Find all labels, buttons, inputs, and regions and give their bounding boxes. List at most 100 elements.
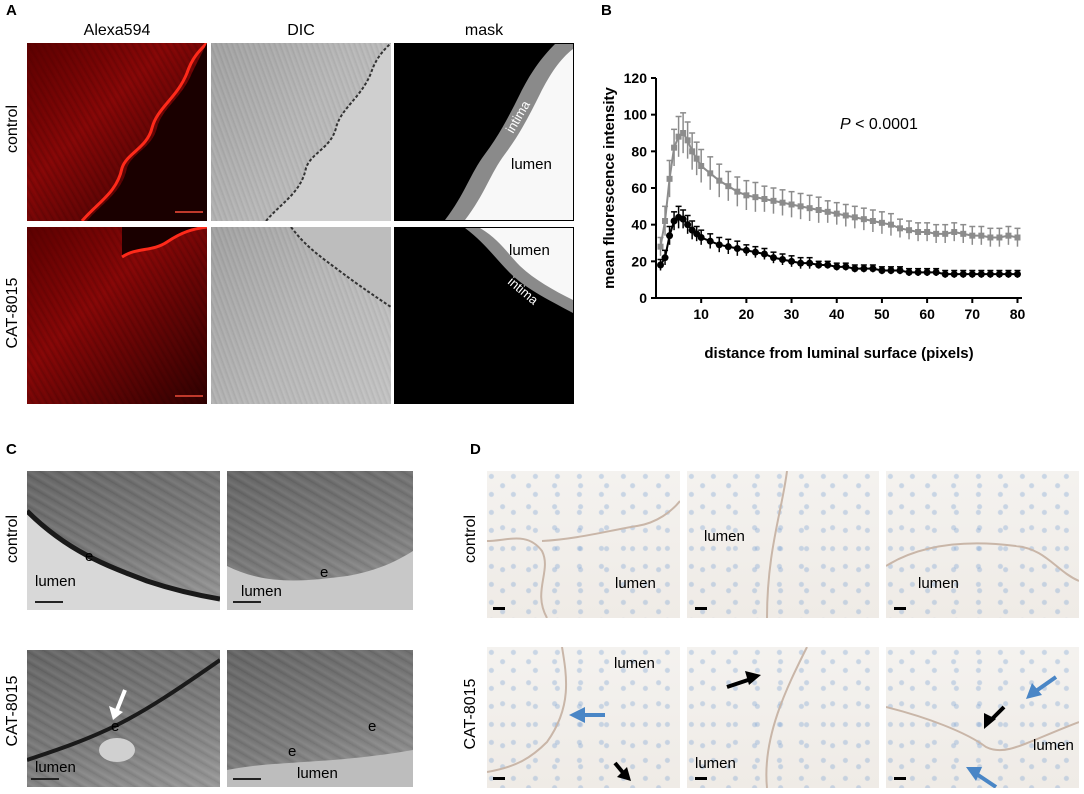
series-0-point-11 xyxy=(716,177,723,184)
col-title-dic: DIC xyxy=(287,22,315,39)
mask-lumen-label-bottom: lumen xyxy=(509,242,550,259)
em-control-2: e lumen xyxy=(227,471,413,610)
series-1-point-41 xyxy=(986,270,994,278)
ihc-lumen-label-4: lumen xyxy=(614,655,655,672)
x-axis-label: distance from luminal surface (pixels) xyxy=(704,345,973,362)
ihc-lumen-label-1: lumen xyxy=(615,575,656,592)
em-e-label-3: e xyxy=(111,718,120,735)
series-1-point-12 xyxy=(724,243,732,251)
series-1-point-37 xyxy=(950,270,958,278)
series-0-point-44 xyxy=(1014,234,1021,241)
em-e-label-5: e xyxy=(368,718,377,735)
x-tick-label-1: 20 xyxy=(739,306,755,322)
series-1-point-43 xyxy=(1004,270,1012,278)
series-0-point-7 xyxy=(689,148,696,155)
col-title-mask: mask xyxy=(464,22,504,39)
panel-a-label: A xyxy=(6,2,17,19)
alexa594-cat8015-image xyxy=(27,227,207,404)
series-0-point-13 xyxy=(734,188,741,195)
series-1-point-31 xyxy=(896,267,904,274)
series-0-point-43 xyxy=(1005,232,1012,239)
series-1-point-30 xyxy=(887,267,895,274)
series-1-point-23 xyxy=(824,261,832,269)
series-1-point-26 xyxy=(851,265,859,273)
series-0-point-20 xyxy=(797,203,804,210)
series-0-point-16 xyxy=(761,196,768,202)
ihc-cat8015-3: lumen xyxy=(886,647,1079,788)
series-0-point-39 xyxy=(969,232,976,239)
panel-b-label: B xyxy=(601,2,612,19)
series-0-point-33 xyxy=(915,229,922,235)
dic-cat8015-image xyxy=(211,227,391,404)
y-tick-label-0: 0 xyxy=(639,290,647,306)
series-0-point-8 xyxy=(693,155,700,162)
series-1-point-16 xyxy=(760,250,768,258)
col-title-alexa594: Alexa594 xyxy=(83,22,151,39)
series-1-point-28 xyxy=(869,265,877,273)
x-tick-label-6: 70 xyxy=(965,306,981,322)
ihc-cat8015-2: lumen xyxy=(687,647,879,788)
em-cat8015-2: e e lumen xyxy=(227,650,413,787)
series-0-point-24 xyxy=(833,210,840,217)
series-0-point-29 xyxy=(878,219,885,226)
series-1-point-39 xyxy=(968,270,976,278)
series-1-point-6 xyxy=(684,221,692,229)
series-0-point-38 xyxy=(960,230,967,237)
series-1-point-10 xyxy=(706,237,714,245)
series-1-point-42 xyxy=(995,270,1003,278)
series-0-point-42 xyxy=(996,234,1003,241)
series-0-point-19 xyxy=(788,201,795,208)
y-axis-label: mean fluorescence intensity xyxy=(601,86,618,288)
series-1-point-20 xyxy=(797,259,805,267)
series-0-point-36 xyxy=(942,230,949,237)
series-0-point-25 xyxy=(842,212,849,219)
series-0-point-28 xyxy=(869,218,876,224)
ihc-lumen-label-3: lumen xyxy=(918,575,959,592)
p-value-text: < 0.0001 xyxy=(850,116,918,133)
series-0-point-40 xyxy=(978,232,985,239)
em-lumen-label-3: lumen xyxy=(35,759,76,776)
series-0-point-21 xyxy=(806,205,813,212)
series-1-point-17 xyxy=(769,254,777,262)
series-1-point-33 xyxy=(914,268,922,276)
y-tick-label-1: 20 xyxy=(631,253,647,269)
series-1-point-13 xyxy=(733,245,741,252)
series-0-point-14 xyxy=(743,192,750,199)
series-1-point-24 xyxy=(833,263,841,271)
series-0-point-26 xyxy=(851,214,858,221)
series-0-point-27 xyxy=(860,216,867,223)
x-tick-label-3: 40 xyxy=(829,306,845,322)
series-0-point-18 xyxy=(779,199,786,206)
series-1-point-25 xyxy=(842,263,850,271)
ihc-lumen-label-5: lumen xyxy=(695,755,736,772)
x-tick-label-7: 80 xyxy=(1010,306,1026,322)
mask-lumen-label-top: lumen xyxy=(511,156,552,173)
ihc-lumen-label-6: lumen xyxy=(1033,737,1074,754)
series-0-point-4 xyxy=(675,133,682,140)
ihc-cat8015-1: lumen xyxy=(487,647,680,788)
series-0-point-34 xyxy=(924,229,931,235)
dic-control-image xyxy=(211,43,391,221)
series-0-point-6 xyxy=(684,137,691,144)
series-1-point-9 xyxy=(697,234,705,241)
alexa594-control-image xyxy=(27,43,207,221)
series-1-point-11 xyxy=(715,241,723,249)
series-1-point-29 xyxy=(878,267,886,274)
series-0-point-1 xyxy=(662,218,669,224)
x-tick-label-0: 10 xyxy=(693,306,709,322)
series-1-point-44 xyxy=(1013,270,1021,278)
series-1-point-34 xyxy=(923,268,931,276)
em-e-label-2: e xyxy=(320,564,329,581)
series-1-point-22 xyxy=(815,261,823,269)
row-label-cat8015-d: CAT-8015 xyxy=(462,678,479,750)
series-0-point-35 xyxy=(933,230,940,237)
panel-c-label: C xyxy=(6,441,17,458)
p-value-symbol: P xyxy=(840,116,851,133)
series-1-point-35 xyxy=(932,268,940,276)
series-1-point-38 xyxy=(959,270,967,278)
mask-control-image: intima lumen xyxy=(394,43,574,221)
row-label-cat8015-a: CAT-8015 xyxy=(4,277,21,349)
series-1-point-19 xyxy=(788,257,796,265)
series-0-point-3 xyxy=(671,144,678,151)
series-1-point-21 xyxy=(806,259,814,267)
